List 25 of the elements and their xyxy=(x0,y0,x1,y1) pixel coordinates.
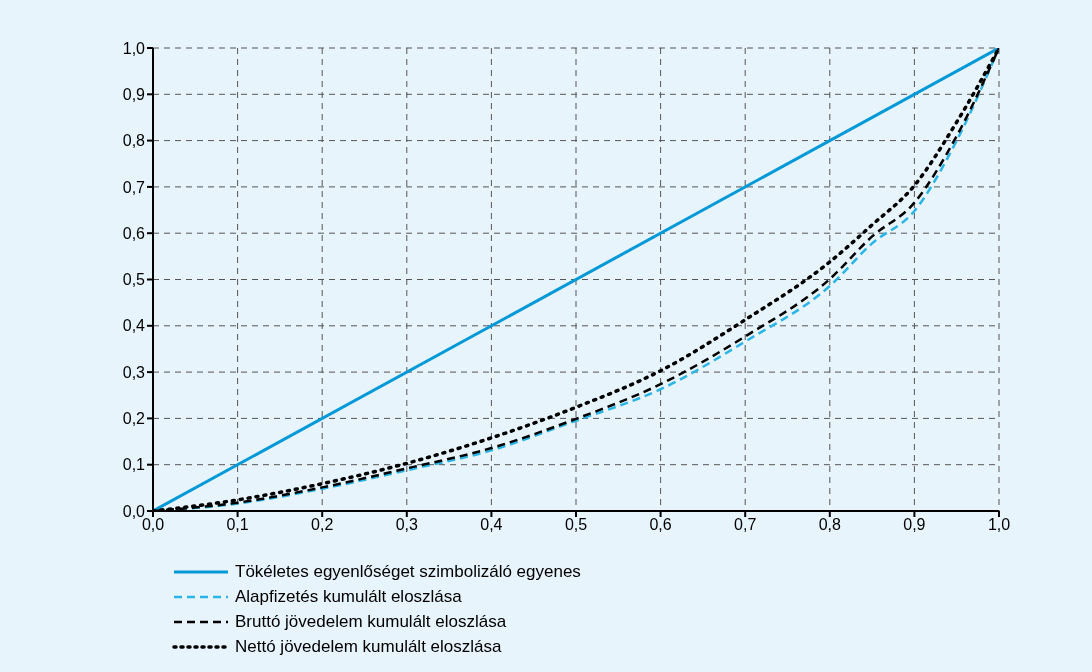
legend-label: Bruttó jövedelem kumulált eloszlása xyxy=(235,611,507,632)
y-tick-label: 0,2 xyxy=(122,410,146,428)
x-tick-label: 0,7 xyxy=(734,516,757,534)
x-tick-label: 0,6 xyxy=(649,516,672,534)
x-tick-label: 0,9 xyxy=(903,516,926,534)
y-tick-label: 0,8 xyxy=(122,132,146,150)
y-tick-label: 0,1 xyxy=(122,456,146,474)
x-tick-label: 0,2 xyxy=(311,516,334,534)
x-tick-label: 0,8 xyxy=(818,516,842,534)
y-tick-label: 0,9 xyxy=(122,85,146,103)
y-tick-label: 0,7 xyxy=(122,178,146,196)
legend-label: Nettó jövedelem kumulált eloszlása xyxy=(235,636,502,657)
y-tick-label: 0,4 xyxy=(122,317,146,335)
x-tick-label: 0,5 xyxy=(564,516,588,534)
x-tick-label: 0,0 xyxy=(141,516,165,534)
x-tick-label: 0,4 xyxy=(480,516,503,534)
y-tick-label: 0,3 xyxy=(122,363,146,381)
x-tick-label: 0,3 xyxy=(395,516,419,534)
y-tick-label: 0,6 xyxy=(122,224,146,242)
x-tick-label: 1,0 xyxy=(987,516,1011,534)
x-tick-label: 0,1 xyxy=(226,516,249,534)
legend-label: Tökéletes egyenlőséget szimbolizáló egyenes xyxy=(235,561,581,582)
y-tick-label: 0,5 xyxy=(122,271,146,289)
y-tick-label: 1,0 xyxy=(122,39,146,57)
legend-label: Alapfizetés kumulált eloszlása xyxy=(235,586,462,607)
